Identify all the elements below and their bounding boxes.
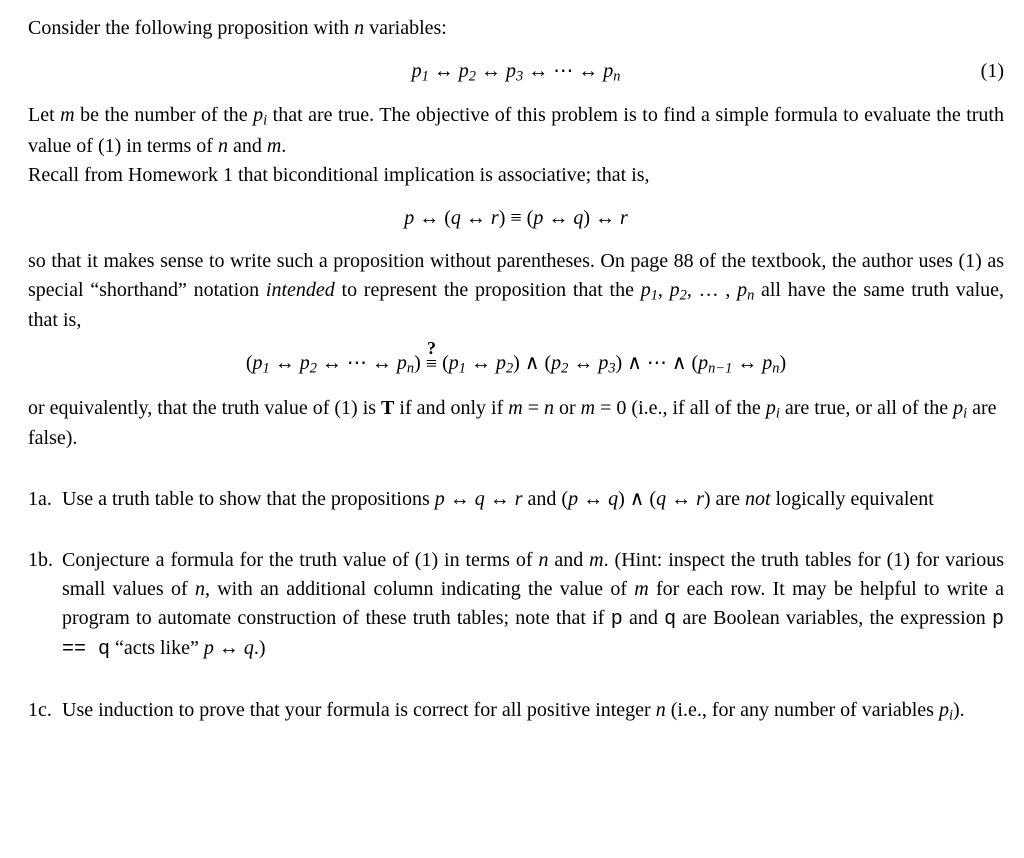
intro-text-1: Consider the following proposition with — [28, 17, 354, 39]
shorthand-paragraph: so that it makes sense to write such a p… — [28, 247, 1004, 335]
question-1a: 1a. Use a truth table to show that the p… — [28, 485, 1004, 514]
question-1b-text: Conjecture a formula for the truth value… — [62, 546, 1004, 664]
problem-paragraph: Let m be the number of the pi that are t… — [28, 101, 1004, 160]
question-1b-label: 1b. — [28, 546, 62, 664]
intro-text-2: variables: — [364, 17, 447, 39]
question-1a-text: Use a truth table to show that the propo… — [62, 485, 1004, 514]
eq-shorthand-expression: (p1 ↔ p2 ↔ ⋯ ↔ pn) ?≡ (p1 ↔ p2) ∧ (p2 ↔ … — [246, 349, 786, 379]
equation-1: p1 ↔ p2 ↔ p3 ↔ ⋯ ↔ pn (1) — [28, 57, 1004, 87]
question-1c: 1c. Use induction to prove that your for… — [28, 696, 1004, 726]
eq-assoc-expression: p ↔ (q ↔ r) ≡ (p ↔ q) ↔ r — [404, 204, 628, 233]
eq1-number: (1) — [981, 57, 1004, 86]
problem-page: Consider the following proposition with … — [0, 0, 1024, 757]
question-1b: 1b. Conjecture a formula for the truth v… — [28, 546, 1004, 664]
question-1c-text: Use induction to prove that your formula… — [62, 696, 1004, 726]
question-equiv-icon: ?≡ — [426, 350, 437, 379]
equation-shorthand: (p1 ↔ p2 ↔ ⋯ ↔ pn) ?≡ (p1 ↔ p2) ∧ (p2 ↔ … — [28, 349, 1004, 379]
equivalently-paragraph: or equivalently, that the truth value of… — [28, 394, 1004, 453]
intro-paragraph: Consider the following proposition with … — [28, 14, 1004, 43]
question-1c-label: 1c. — [28, 696, 62, 726]
var-n: n — [354, 17, 364, 39]
question-1a-label: 1a. — [28, 485, 62, 514]
eq1-expression: p1 ↔ p2 ↔ p3 ↔ ⋯ ↔ pn — [412, 57, 621, 87]
recall-paragraph: Recall from Homework 1 that biconditiona… — [28, 161, 1004, 190]
equation-associativity: p ↔ (q ↔ r) ≡ (p ↔ q) ↔ r — [28, 204, 1004, 233]
